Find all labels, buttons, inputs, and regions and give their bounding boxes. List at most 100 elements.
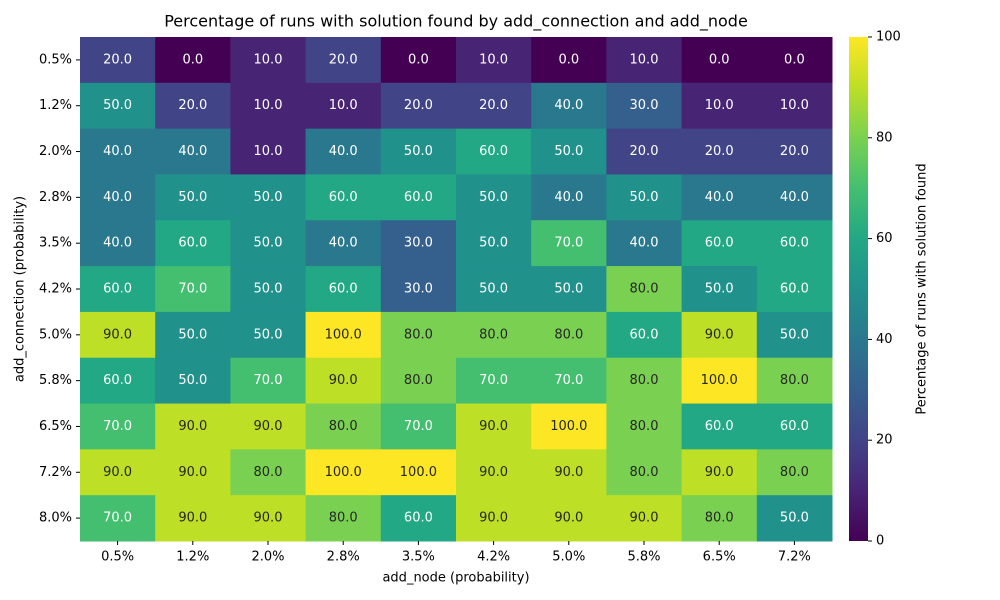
heatmap-cell	[606, 82, 683, 130]
cell-label: 50.0	[178, 327, 207, 342]
cell-label: 30.0	[630, 98, 659, 113]
heatmap-cell	[305, 37, 382, 84]
cell-label: 60.0	[404, 190, 433, 205]
cell-label: 60.0	[178, 236, 207, 251]
heatmap-cell	[606, 220, 683, 267]
y-tick-label: 8.0%	[39, 511, 72, 526]
heatmap-cell	[380, 357, 457, 405]
cell-label: 90.0	[630, 511, 659, 526]
heatmap-cell	[380, 266, 457, 313]
cell-label: 70.0	[103, 511, 132, 526]
heatmap-cell	[80, 357, 156, 405]
heatmap-cell	[756, 174, 833, 221]
heatmap-cell	[155, 37, 231, 84]
heatmap-cell	[80, 37, 156, 84]
cell-label: 60.0	[329, 190, 358, 205]
cell-label: 40.0	[630, 236, 659, 251]
cell-label: 50.0	[404, 144, 433, 159]
cell-label: 10.0	[630, 52, 659, 67]
cell-label: 20.0	[178, 98, 207, 113]
x-tick-label: 2.8%	[327, 550, 360, 565]
cell-label: 40.0	[103, 190, 132, 205]
heatmap-cell	[756, 311, 833, 359]
cell-label: 50.0	[254, 190, 283, 205]
heatmap-cell	[456, 82, 532, 130]
cell-label: 50.0	[630, 190, 659, 205]
x-tick-label: 2.0%	[251, 550, 284, 565]
cell-label: 70.0	[554, 373, 583, 388]
heatmap-cell	[756, 403, 833, 450]
heatmap-cell	[606, 449, 683, 496]
heatmap-cell	[606, 37, 683, 84]
cell-label: 60.0	[705, 419, 734, 434]
cell-label: 70.0	[178, 282, 207, 297]
heatmap-cell	[305, 403, 382, 450]
y-tick-label: 4.2%	[39, 282, 72, 297]
heatmap-cell	[380, 128, 457, 175]
heatmap-cell	[456, 220, 532, 267]
x-tick-label: 3.5%	[402, 550, 435, 565]
cell-label: 20.0	[404, 98, 433, 113]
cell-label: 70.0	[103, 419, 132, 434]
cell-label: 50.0	[780, 327, 809, 342]
heatmap-cell	[456, 174, 532, 221]
heatmap-cell	[606, 403, 683, 450]
heatmap-cell	[155, 220, 231, 267]
cell-label: 70.0	[554, 236, 583, 251]
cell-label: 50.0	[705, 282, 734, 297]
cell-label: 80.0	[780, 465, 809, 480]
y-tick-label: 7.2%	[39, 465, 72, 480]
cell-label: 0.0	[709, 52, 730, 67]
heatmap-cell	[531, 357, 607, 405]
cell-label: 0.0	[182, 52, 203, 67]
colorbar-tick-label: 80	[876, 130, 893, 145]
heatmap-cell	[230, 128, 307, 175]
heatmap-cell	[380, 311, 457, 359]
cell-label: 40.0	[329, 144, 358, 159]
cell-label: 60.0	[630, 327, 659, 342]
cell-label: 50.0	[479, 282, 508, 297]
heatmap-cell	[456, 266, 532, 313]
x-tick-label: 0.5%	[101, 550, 134, 565]
cell-label: 50.0	[103, 98, 132, 113]
heatmap-cell	[380, 82, 457, 130]
heatmap-cell	[531, 403, 607, 450]
cell-label: 80.0	[404, 327, 433, 342]
heatmap-cell	[305, 128, 382, 175]
heatmap-cell	[756, 357, 833, 405]
heatmap-cell	[681, 403, 758, 450]
cell-label: 50.0	[780, 511, 809, 526]
heatmap-cell	[456, 128, 532, 175]
heatmap-cell	[155, 174, 231, 221]
heatmap-cell	[305, 82, 382, 130]
cell-label: 10.0	[780, 98, 809, 113]
cell-label: 10.0	[705, 98, 734, 113]
cell-label: 60.0	[780, 282, 809, 297]
heatmap-cell	[531, 174, 607, 221]
heatmap-cell	[756, 128, 833, 175]
y-tick-label: 1.2%	[39, 98, 72, 113]
heatmap-cell	[681, 82, 758, 130]
cell-label: 80.0	[329, 419, 358, 434]
heatmap-cell	[681, 449, 758, 496]
heatmap-cell	[80, 403, 156, 450]
heatmap-cell	[681, 37, 758, 84]
heatmap-cell	[80, 495, 156, 542]
heatmap-cell	[155, 266, 231, 313]
y-tick-label: 3.5%	[39, 236, 72, 251]
cell-label: 60.0	[705, 236, 734, 251]
heatmap-cell	[681, 311, 758, 359]
heatmap-cell	[230, 266, 307, 313]
heatmap-cell	[380, 495, 457, 542]
cell-label: 40.0	[705, 190, 734, 205]
heatmap-cell	[80, 220, 156, 267]
cell-label: 90.0	[329, 373, 358, 388]
cell-label: 40.0	[780, 190, 809, 205]
y-tick-label: 2.8%	[39, 190, 72, 205]
heatmap-cell	[606, 311, 683, 359]
cell-label: 40.0	[554, 190, 583, 205]
heatmap-cell	[305, 174, 382, 221]
heatmap-cell	[456, 357, 532, 405]
heatmap-cell	[155, 82, 231, 130]
heatmap-cell	[531, 495, 607, 542]
